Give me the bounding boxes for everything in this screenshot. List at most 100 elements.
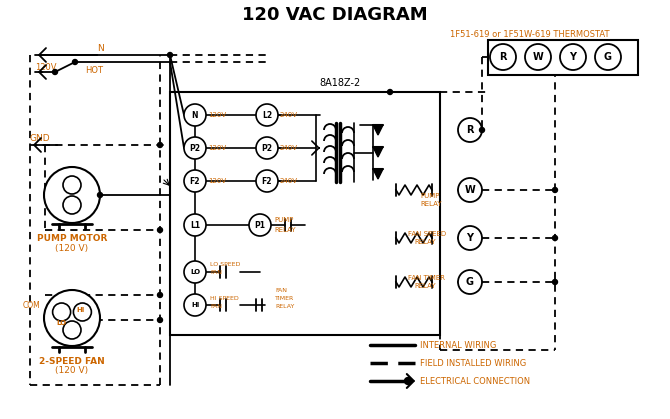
Circle shape [63,321,81,339]
Text: HOT: HOT [85,65,103,75]
Text: 240V: 240V [280,145,298,151]
Text: W: W [533,52,543,62]
Text: COM: COM [22,302,40,310]
Polygon shape [373,147,383,157]
Circle shape [560,44,586,70]
Text: P2: P2 [190,143,200,153]
Text: R: R [466,125,474,135]
Text: W: W [464,185,476,195]
Circle shape [63,176,81,194]
Text: F2: F2 [190,176,200,186]
Text: RELAY: RELAY [414,283,436,289]
Circle shape [553,235,557,241]
Text: PUMP: PUMP [274,217,293,223]
Circle shape [53,303,70,321]
Text: 120V: 120V [208,112,226,118]
Text: FAN SPEED: FAN SPEED [408,231,446,237]
Text: R: R [499,52,507,62]
Text: LO SPEED: LO SPEED [210,262,241,267]
Circle shape [157,142,163,147]
Text: RELAY: RELAY [275,303,294,308]
Polygon shape [373,125,383,135]
Text: Y: Y [570,52,576,62]
Circle shape [157,292,163,297]
Circle shape [72,59,78,65]
Circle shape [74,303,91,321]
Circle shape [52,70,58,75]
Text: G: G [604,52,612,62]
Text: 2-SPEED FAN: 2-SPEED FAN [39,357,105,365]
Text: Y: Y [466,233,474,243]
Text: P2: P2 [261,143,273,153]
Circle shape [458,226,482,250]
Text: LO: LO [56,320,66,326]
Text: FAN TIMER: FAN TIMER [408,275,445,281]
Text: 1F51-619 or 1F51W-619 THERMOSTAT: 1F51-619 or 1F51W-619 THERMOSTAT [450,29,610,39]
Circle shape [458,118,482,142]
Circle shape [157,318,163,323]
Bar [170,92,440,335]
Text: FAN: FAN [275,287,287,292]
Circle shape [249,214,271,236]
Circle shape [184,261,206,283]
Circle shape [458,270,482,294]
Circle shape [480,127,484,132]
Text: PUMP MOTOR: PUMP MOTOR [37,233,107,243]
Circle shape [458,178,482,202]
Circle shape [490,44,516,70]
Circle shape [98,192,103,197]
Circle shape [256,170,278,192]
Text: 120V: 120V [208,178,226,184]
Circle shape [63,196,81,214]
Text: INTERNAL WIRING: INTERNAL WIRING [420,341,496,349]
Text: RELAY: RELAY [414,239,436,245]
Text: F2: F2 [262,176,272,186]
Text: FIELD INSTALLED WIRING: FIELD INSTALLED WIRING [420,359,526,367]
Text: L1: L1 [190,220,200,230]
Text: P1: P1 [255,220,265,230]
Text: HI: HI [76,307,84,313]
Circle shape [184,214,206,236]
Circle shape [184,170,206,192]
Circle shape [405,378,411,385]
Text: 8A18Z-2: 8A18Z-2 [320,78,360,88]
Text: N: N [96,44,103,52]
Circle shape [44,290,100,346]
Text: N: N [192,111,198,119]
Circle shape [256,137,278,159]
Text: TIMER: TIMER [275,295,294,300]
Circle shape [553,279,557,285]
Text: 120V: 120V [208,145,226,151]
Text: FAN: FAN [210,303,222,308]
Polygon shape [373,169,383,179]
Circle shape [184,137,206,159]
Text: HI: HI [191,302,199,308]
Text: FAN: FAN [210,271,222,276]
Text: G: G [466,277,474,287]
Circle shape [256,104,278,126]
Text: 120V: 120V [35,62,56,72]
Text: PUMP: PUMP [420,193,440,199]
Circle shape [595,44,621,70]
Text: L2: L2 [262,111,272,119]
Text: RELAY: RELAY [274,227,295,233]
Circle shape [184,104,206,126]
Text: 240V: 240V [280,112,298,118]
Circle shape [184,294,206,316]
Text: (120 V): (120 V) [56,243,88,253]
Circle shape [157,228,163,233]
Text: RELAY: RELAY [420,201,442,207]
Text: 120 VAC DIAGRAM: 120 VAC DIAGRAM [242,6,428,24]
Text: HI SPEED: HI SPEED [210,295,239,300]
Circle shape [525,44,551,70]
Text: GND: GND [30,134,51,142]
Circle shape [44,167,100,223]
Text: (120 V): (120 V) [56,367,88,375]
Text: 240V: 240V [280,178,298,184]
Text: LO: LO [190,269,200,275]
Bar [488,40,638,75]
Text: ELECTRICAL CONNECTION: ELECTRICAL CONNECTION [420,377,530,385]
Circle shape [387,90,393,95]
Circle shape [168,52,172,57]
Circle shape [553,187,557,192]
